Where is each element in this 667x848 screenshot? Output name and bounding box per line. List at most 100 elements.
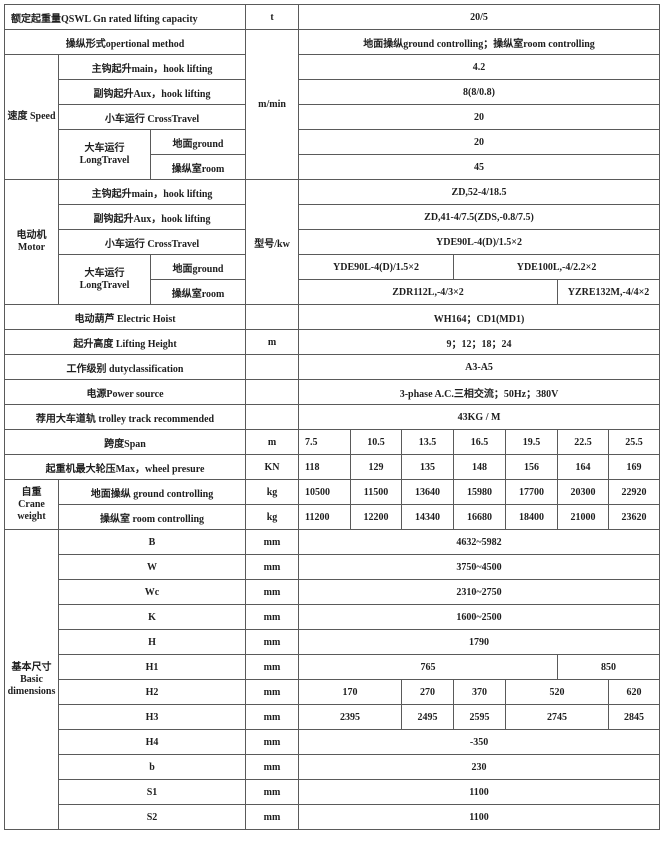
row-speed-aux: 副钩起升Aux，hook lifting 8(8/0.8) xyxy=(5,79,661,105)
dim-value: 1100 xyxy=(298,779,661,805)
track-unit xyxy=(245,404,300,430)
dim-label: W xyxy=(57,554,247,580)
row-dim-H1: H1 mm 765 850 xyxy=(5,654,661,680)
dim-unit: mm xyxy=(245,779,300,805)
row-hoist: 电动葫芦 Electric Hoist WH164；CD1(MD1) xyxy=(3,304,661,330)
capacity-label: 额定起重量QSWL Gn rated lifting capacity xyxy=(3,4,247,30)
method-value: 地面操纵ground controlling；操纵室room controlli… xyxy=(298,29,661,55)
speed-long-label: 大车运行 LongTravel xyxy=(58,129,151,180)
speed-long-room-label: 操纵室room xyxy=(149,154,247,180)
row-dim-K: K mm 1600~2500 xyxy=(5,604,661,630)
motor-cross-value: YDE90L-4(D)/1.5×2 xyxy=(298,229,661,255)
dim-value: 3750~4500 xyxy=(298,554,661,580)
row-height: 起升高度 Lifting Height m 9；12；18；24 xyxy=(3,329,661,355)
dim-value: 230 xyxy=(298,754,661,780)
row-dim-B: 基本尺寸 Basic dimensions B mm 4632~5982 xyxy=(4,529,661,830)
dim-value: 2745 xyxy=(505,704,610,730)
crane-spec-table: 额定起重量QSWL Gn rated lifting capacity t 20… xyxy=(3,4,661,830)
wheel-value: 156 xyxy=(505,454,559,480)
row-weight-room: 操纵室 room controlling kg 11200 12200 1434… xyxy=(5,504,661,530)
weight-ground-value: 15980 xyxy=(453,479,507,505)
row-wheel: 起重机最大轮压Max，wheel presure KN 118 129 135 … xyxy=(3,454,661,480)
row-speed-cross: 小车运行 CrossTravel 20 xyxy=(5,104,661,130)
dim-label: K xyxy=(57,604,247,630)
weight-room-value: 14340 xyxy=(401,504,455,530)
dim-label: H2 xyxy=(57,679,247,705)
dim-value: 2395 xyxy=(298,704,403,730)
motor-group: 电动机 Motor xyxy=(4,179,59,305)
motor-aux-value: ZD,41-4/7.5(ZDS,-0.8/7.5) xyxy=(298,204,661,230)
dim-label: S1 xyxy=(57,779,247,805)
dim-value: 620 xyxy=(608,679,661,705)
weight-room-value: 16680 xyxy=(453,504,507,530)
span-value: 22.5 xyxy=(557,429,610,455)
row-motor-long-ground: 大车运行 LongTravel 地面ground YDE90L-4(D)/1.5… xyxy=(5,254,661,305)
dims-group: 基本尺寸 Basic dimensions xyxy=(4,529,59,830)
weight-ground-unit: kg xyxy=(245,479,300,505)
speed-long-ground-label: 地面ground xyxy=(149,129,247,155)
dim-value: 270 xyxy=(401,679,455,705)
row-speed-main: 速度 Speed 主钩起升main，hook lifting 4.2 xyxy=(4,54,661,180)
dim-unit: mm xyxy=(245,754,300,780)
span-value: 19.5 xyxy=(505,429,559,455)
span-value: 13.5 xyxy=(401,429,455,455)
weight-ground-label: 地面操纵 ground controlling xyxy=(57,479,247,505)
dim-value: 1100 xyxy=(298,804,661,830)
motor-long-label: 大车运行 LongTravel xyxy=(58,254,151,305)
weight-room-value: 11200 xyxy=(298,504,352,530)
weight-room-unit: kg xyxy=(245,504,300,530)
wheel-value: 148 xyxy=(453,454,507,480)
dim-value: -350 xyxy=(298,729,661,755)
motor-long-ground-value: YDE100L,-4/2.2×2 xyxy=(453,254,661,280)
speed-long-room-value: 45 xyxy=(298,154,661,180)
wheel-label: 起重机最大轮压Max，wheel presure xyxy=(3,454,247,480)
wheel-value: 135 xyxy=(401,454,455,480)
motor-long-room-label: 操纵室room xyxy=(149,279,247,305)
dim-value: 2595 xyxy=(453,704,507,730)
dim-value: 1600~2500 xyxy=(298,604,661,630)
row-method: 操纵形式opertional method m/min 地面操纵ground c… xyxy=(3,29,661,180)
motor-main-label: 主钩起升main，hook lifting xyxy=(57,179,247,205)
capacity-unit: t xyxy=(245,4,300,30)
capacity-value: 20/5 xyxy=(298,4,661,30)
dim-value: 170 xyxy=(298,679,403,705)
dim-label: Wc xyxy=(57,579,247,605)
hoist-label: 电动葫芦 Electric Hoist xyxy=(3,304,247,330)
span-value: 16.5 xyxy=(453,429,507,455)
power-label: 电源Power source xyxy=(3,379,247,405)
weight-group: 自重 Crane weight xyxy=(4,479,59,530)
row-dim-H3: H3 mm 2395 2495 2595 2745 2845 xyxy=(5,704,661,730)
weight-ground-value: 13640 xyxy=(401,479,455,505)
row-weight-ground: 自重 Crane weight 地面操纵 ground controlling … xyxy=(4,479,661,530)
row-dim-H4: H4 mm -350 xyxy=(5,729,661,755)
speed-cross-value: 20 xyxy=(298,104,661,130)
dim-value: 370 xyxy=(453,679,507,705)
row-dim-W: W mm 3750~4500 xyxy=(5,554,661,580)
dim-label: H4 xyxy=(57,729,247,755)
duty-unit xyxy=(245,354,300,380)
dim-unit: mm xyxy=(245,604,300,630)
dim-unit: mm xyxy=(245,679,300,705)
method-label: 操纵形式opertional method xyxy=(3,29,247,55)
motor-long-room-value: ZDR112L,-4/3×2 xyxy=(298,279,559,305)
height-unit: m xyxy=(245,329,300,355)
dim-label: b xyxy=(57,754,247,780)
wheel-value: 129 xyxy=(350,454,403,480)
span-value: 10.5 xyxy=(350,429,403,455)
row-dim-H: H mm 1790 xyxy=(5,629,661,655)
speed-aux-value: 8(8/0.8) xyxy=(298,79,661,105)
speed-main-value: 4.2 xyxy=(298,54,661,80)
dim-label: H3 xyxy=(57,704,247,730)
motor-long-ground-value: YDE90L-4(D)/1.5×2 xyxy=(298,254,455,280)
row-dim-S2: S2 mm 1100 xyxy=(5,804,661,830)
hoist-unit xyxy=(245,304,300,330)
dim-unit: mm xyxy=(245,729,300,755)
duty-value: A3-A5 xyxy=(298,354,661,380)
dim-unit: mm xyxy=(245,529,300,555)
dim-value: 765 xyxy=(298,654,559,680)
dim-label: H xyxy=(57,629,247,655)
height-label: 起升高度 Lifting Height xyxy=(3,329,247,355)
row-motor-aux: 副钩起升Aux，hook lifting ZD,41-4/7.5(ZDS,-0.… xyxy=(5,204,661,230)
weight-ground-value: 22920 xyxy=(608,479,661,505)
speed-aux-label: 副钩起升Aux，hook lifting xyxy=(57,79,247,105)
